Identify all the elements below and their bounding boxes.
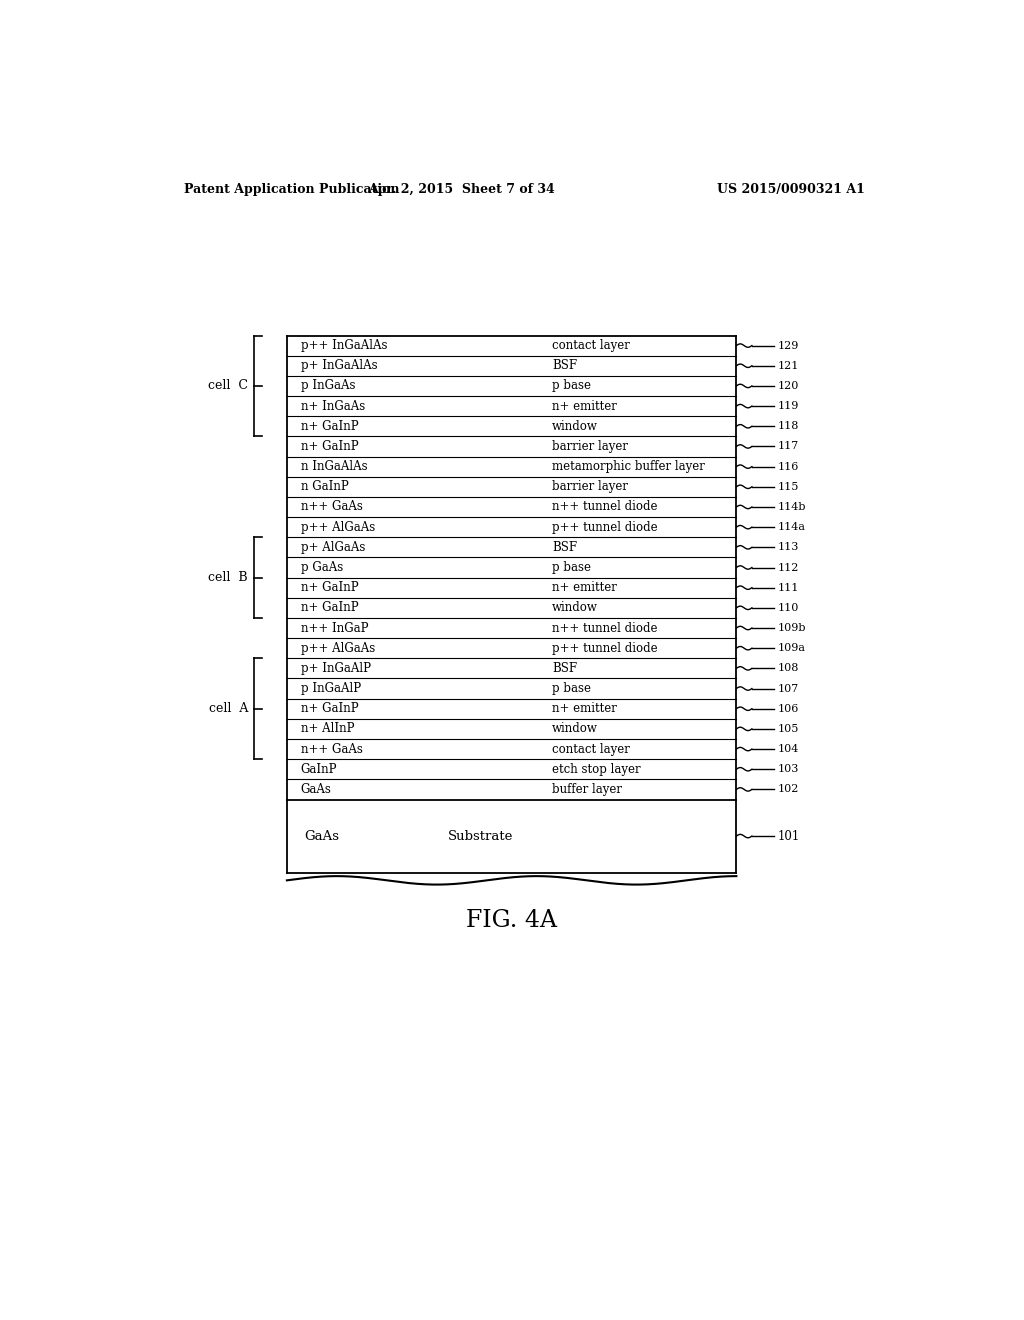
Text: contact layer: contact layer: [552, 743, 630, 755]
Text: n GaInP: n GaInP: [301, 480, 348, 494]
Text: n+ GaInP: n+ GaInP: [301, 440, 358, 453]
Text: barrier layer: barrier layer: [552, 440, 628, 453]
Text: buffer layer: buffer layer: [552, 783, 622, 796]
Text: n+ emitter: n+ emitter: [552, 400, 616, 413]
Text: n++ GaAs: n++ GaAs: [301, 500, 362, 513]
Text: p++ AlGaAs: p++ AlGaAs: [301, 520, 375, 533]
Text: n++ GaAs: n++ GaAs: [301, 743, 362, 755]
Text: p base: p base: [552, 561, 591, 574]
Text: BSF: BSF: [552, 661, 578, 675]
Text: BSF: BSF: [552, 541, 578, 554]
Text: Apr. 2, 2015  Sheet 7 of 34: Apr. 2, 2015 Sheet 7 of 34: [368, 182, 555, 195]
Text: cell  A: cell A: [209, 702, 248, 715]
Text: 105: 105: [777, 723, 799, 734]
Text: p++ tunnel diode: p++ tunnel diode: [552, 642, 657, 655]
Text: contact layer: contact layer: [552, 339, 630, 352]
Text: 116: 116: [777, 462, 799, 471]
Text: 109b: 109b: [777, 623, 806, 634]
Text: n++ tunnel diode: n++ tunnel diode: [552, 500, 657, 513]
Text: window: window: [552, 602, 598, 614]
Text: Substrate: Substrate: [447, 829, 513, 842]
Text: n+ GaInP: n+ GaInP: [301, 581, 358, 594]
Text: GaAs: GaAs: [301, 783, 332, 796]
Text: 107: 107: [777, 684, 799, 693]
Text: 108: 108: [777, 664, 799, 673]
Text: p++ InGaAlAs: p++ InGaAlAs: [301, 339, 387, 352]
Text: p base: p base: [552, 682, 591, 696]
Text: 101: 101: [777, 829, 800, 842]
Text: p++ AlGaAs: p++ AlGaAs: [301, 642, 375, 655]
Text: p+ InGaAlAs: p+ InGaAlAs: [301, 359, 378, 372]
Text: n+ emitter: n+ emitter: [552, 581, 616, 594]
Text: n+ InGaAs: n+ InGaAs: [301, 400, 366, 413]
Text: 115: 115: [777, 482, 799, 492]
Text: cell  C: cell C: [208, 379, 248, 392]
Text: n+ emitter: n+ emitter: [552, 702, 616, 715]
Text: 113: 113: [777, 543, 799, 552]
Text: 111: 111: [777, 582, 799, 593]
Text: window: window: [552, 420, 598, 433]
Text: 103: 103: [777, 764, 799, 775]
Text: 102: 102: [777, 784, 799, 795]
Text: 106: 106: [777, 704, 799, 714]
Text: 120: 120: [777, 381, 799, 391]
Text: n InGaAlAs: n InGaAlAs: [301, 461, 368, 473]
Text: metamorphic buffer layer: metamorphic buffer layer: [552, 461, 705, 473]
Text: window: window: [552, 722, 598, 735]
Text: 104: 104: [777, 744, 799, 754]
Text: 118: 118: [777, 421, 799, 432]
Text: 121: 121: [777, 360, 799, 371]
Text: n+ GaInP: n+ GaInP: [301, 602, 358, 614]
Text: n+ GaInP: n+ GaInP: [301, 420, 358, 433]
Text: p InGaAs: p InGaAs: [301, 379, 355, 392]
Text: p++ tunnel diode: p++ tunnel diode: [552, 520, 657, 533]
Text: n+ GaInP: n+ GaInP: [301, 702, 358, 715]
Text: 117: 117: [777, 441, 799, 451]
Text: n++ tunnel diode: n++ tunnel diode: [552, 622, 657, 635]
Text: 119: 119: [777, 401, 799, 411]
Text: p base: p base: [552, 379, 591, 392]
Text: p+ InGaAlP: p+ InGaAlP: [301, 661, 371, 675]
Text: 110: 110: [777, 603, 799, 612]
Text: 114a: 114a: [777, 523, 806, 532]
Text: GaInP: GaInP: [301, 763, 337, 776]
Text: BSF: BSF: [552, 359, 578, 372]
Text: barrier layer: barrier layer: [552, 480, 628, 494]
Text: cell  B: cell B: [209, 572, 248, 583]
Text: p+ AlGaAs: p+ AlGaAs: [301, 541, 366, 554]
Text: 129: 129: [777, 341, 799, 351]
Text: p InGaAlP: p InGaAlP: [301, 682, 360, 696]
Text: US 2015/0090321 A1: US 2015/0090321 A1: [717, 182, 864, 195]
Text: GaAs: GaAs: [304, 829, 339, 842]
Text: 112: 112: [777, 562, 799, 573]
Text: Patent Application Publication: Patent Application Publication: [183, 182, 399, 195]
Text: p GaAs: p GaAs: [301, 561, 343, 574]
Text: 109a: 109a: [777, 643, 806, 653]
Text: etch stop layer: etch stop layer: [552, 763, 641, 776]
Text: 114b: 114b: [777, 502, 806, 512]
Text: n++ InGaP: n++ InGaP: [301, 622, 369, 635]
Text: n+ AlInP: n+ AlInP: [301, 722, 354, 735]
Text: FIG. 4A: FIG. 4A: [466, 909, 557, 932]
